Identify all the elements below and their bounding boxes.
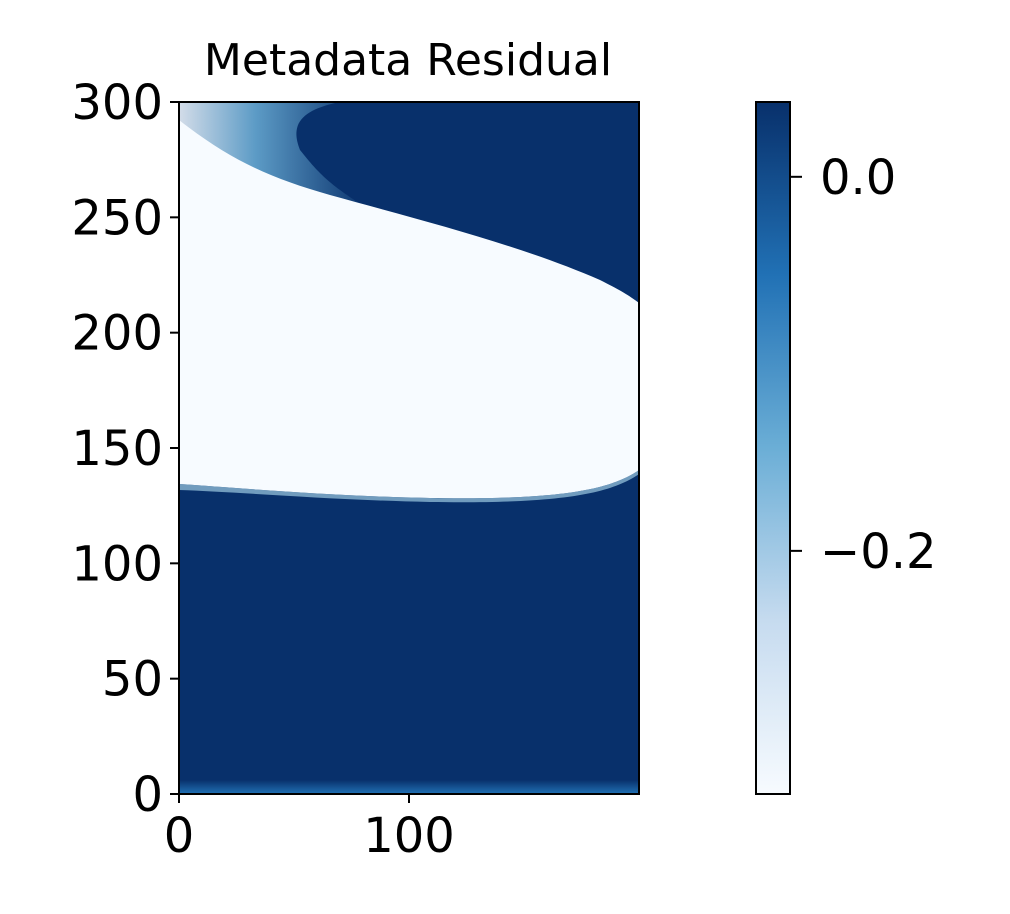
y-tick-label: 250: [71, 190, 163, 246]
y-tick-label: 100: [71, 536, 163, 592]
heatmap-image: [179, 102, 639, 794]
y-tick-label: 50: [102, 652, 163, 708]
colorbar-tick-label: 0.0: [820, 150, 896, 206]
colorbar: [755, 101, 791, 795]
heatmap-low-residual-band: [179, 120, 639, 499]
y-tick-label: 300: [71, 75, 163, 131]
x-tick-label: 0: [164, 808, 195, 864]
y-axis: 0 50 100 150 200 250 300: [71, 75, 179, 823]
y-tick-label: 200: [71, 306, 163, 362]
chart-title: Metadata Residual: [204, 35, 612, 86]
x-axis: 0 100: [164, 794, 455, 864]
heatmap-top-transition: [179, 102, 370, 210]
colorbar-tick-label: −0.2: [820, 524, 937, 580]
y-tick-label: 150: [71, 421, 163, 477]
y-tick-label: 0: [132, 767, 163, 823]
colorbar-axis: 0.0 −0.2: [790, 150, 937, 580]
heatmap-bottom-edge: [179, 780, 639, 794]
x-tick-label: 100: [363, 808, 455, 864]
heatmap-lower-boundary: [179, 470, 639, 503]
